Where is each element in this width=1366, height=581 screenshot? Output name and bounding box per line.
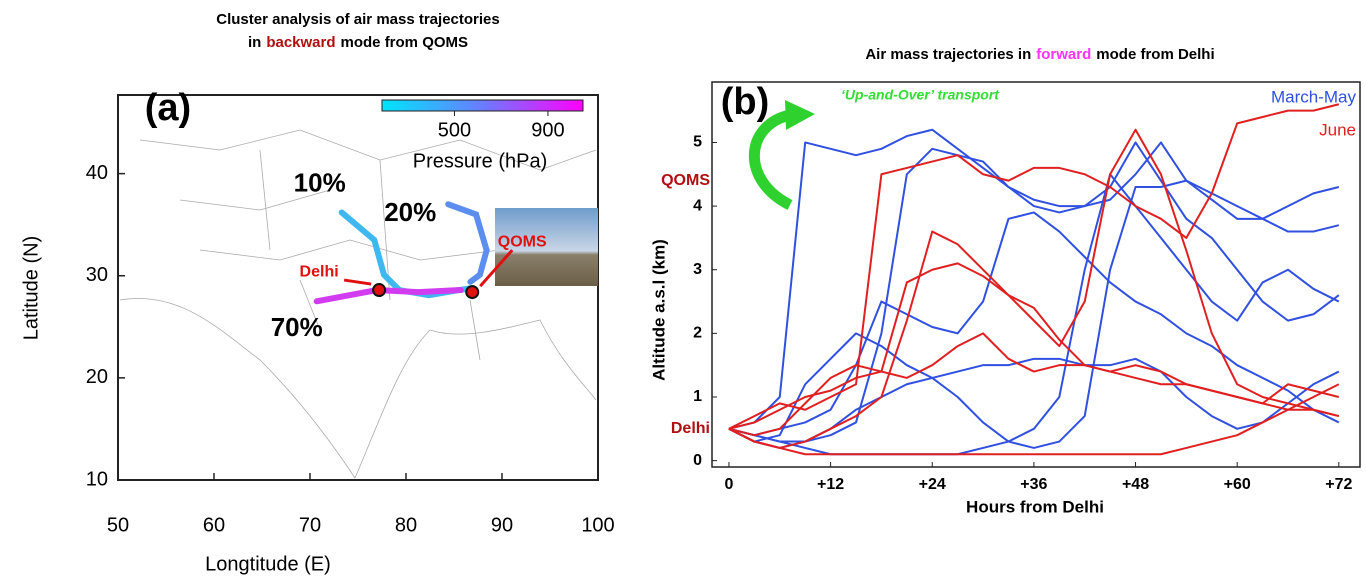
level-label: QOMS xyxy=(661,172,710,189)
y-tick-label: 2 xyxy=(693,325,702,342)
title-b: Air mass trajectories in forward mode from… xyxy=(865,46,1214,63)
transport-arrow xyxy=(748,109,793,210)
y-tick-label: 1 xyxy=(693,388,702,405)
x-axis-label: Hours from Delhi xyxy=(966,497,1104,516)
trajectory-label: 10% xyxy=(294,167,346,197)
plot-frame xyxy=(711,81,1361,468)
panel-label: (a) xyxy=(145,87,191,129)
colorbar-label: Pressure (hPa) xyxy=(413,150,548,172)
title-a-line2: in backward mode from QOMS xyxy=(248,34,468,51)
trajectory-line xyxy=(728,103,1340,430)
map-background xyxy=(119,129,597,479)
trajectory-line xyxy=(728,383,1340,456)
colorbar xyxy=(381,99,584,112)
y-tick-label: 0 xyxy=(693,452,702,469)
x-tick-label: +48 xyxy=(1122,476,1149,493)
title-part: mode from QOMS xyxy=(341,34,469,51)
legend-entry: March-May xyxy=(1271,87,1357,106)
y-tick-label: 5 xyxy=(693,134,702,151)
title-part: in xyxy=(248,34,261,51)
x-tick-label: 60 xyxy=(203,514,225,536)
x-tick-label: +24 xyxy=(919,476,946,493)
legend-entry: June xyxy=(1319,120,1356,139)
x-tick-label: 80 xyxy=(395,514,417,536)
site-label: Delhi xyxy=(300,263,339,280)
trajectory-line xyxy=(728,262,1340,430)
y-tick-label: 30 xyxy=(86,264,108,286)
title-highlight: backward xyxy=(266,34,335,51)
x-tick-label: +72 xyxy=(1325,476,1352,493)
trajectory-line xyxy=(728,141,1340,443)
pointer-arrow xyxy=(343,278,372,286)
site-marker xyxy=(465,285,480,300)
y-tick-label: 3 xyxy=(693,261,702,278)
x-axis-label: Longtitude (E) xyxy=(205,553,331,575)
trajectory-line xyxy=(728,179,1340,449)
trajectory xyxy=(445,201,490,285)
x-tick-label: 50 xyxy=(107,514,129,536)
colorbar-tick-label: 500 xyxy=(438,119,471,141)
trajectory-line xyxy=(728,128,1340,449)
title-part: Air mass trajectories in xyxy=(865,46,1031,63)
pointer-arrow xyxy=(479,249,514,288)
trajectory-line xyxy=(728,211,1340,437)
site-label: QOMS xyxy=(498,233,547,250)
x-tick-label: +60 xyxy=(1224,476,1251,493)
x-tick-label: +12 xyxy=(817,476,844,493)
transport-arrowhead xyxy=(785,100,815,130)
y-tick-label: 10 xyxy=(86,468,108,490)
title-highlight: forward xyxy=(1036,46,1091,63)
colorbar-tick-label: 900 xyxy=(531,119,564,141)
trajectory-line xyxy=(728,128,1340,430)
x-tick-label: 100 xyxy=(581,514,614,536)
title-a-line1: Cluster analysis of air mass trajectorie… xyxy=(216,11,499,28)
x-tick-label: +36 xyxy=(1020,476,1047,493)
x-tick-label: 70 xyxy=(299,514,321,536)
trajectory-label: 70% xyxy=(271,312,323,342)
y-axis-label: Altitude a.s.l (km) xyxy=(649,239,668,381)
y-tick-label: 4 xyxy=(693,197,702,214)
annotation: ‘Up-and-Over’ transport xyxy=(841,87,1000,103)
level-label: Delhi xyxy=(671,420,710,437)
site-marker xyxy=(372,283,387,298)
y-tick-label: 40 xyxy=(86,162,108,184)
trajectory-label: 20% xyxy=(384,197,436,227)
x-tick-label: 0 xyxy=(724,476,733,493)
y-tick-label: 20 xyxy=(86,366,108,388)
y-axis-label: Latitude (N) xyxy=(20,236,42,341)
title-part: mode from Delhi xyxy=(1096,46,1214,63)
x-tick-label: 90 xyxy=(491,514,513,536)
map-frame xyxy=(117,94,599,481)
panel-label: (b) xyxy=(721,81,770,123)
qoms-photo xyxy=(495,208,598,286)
